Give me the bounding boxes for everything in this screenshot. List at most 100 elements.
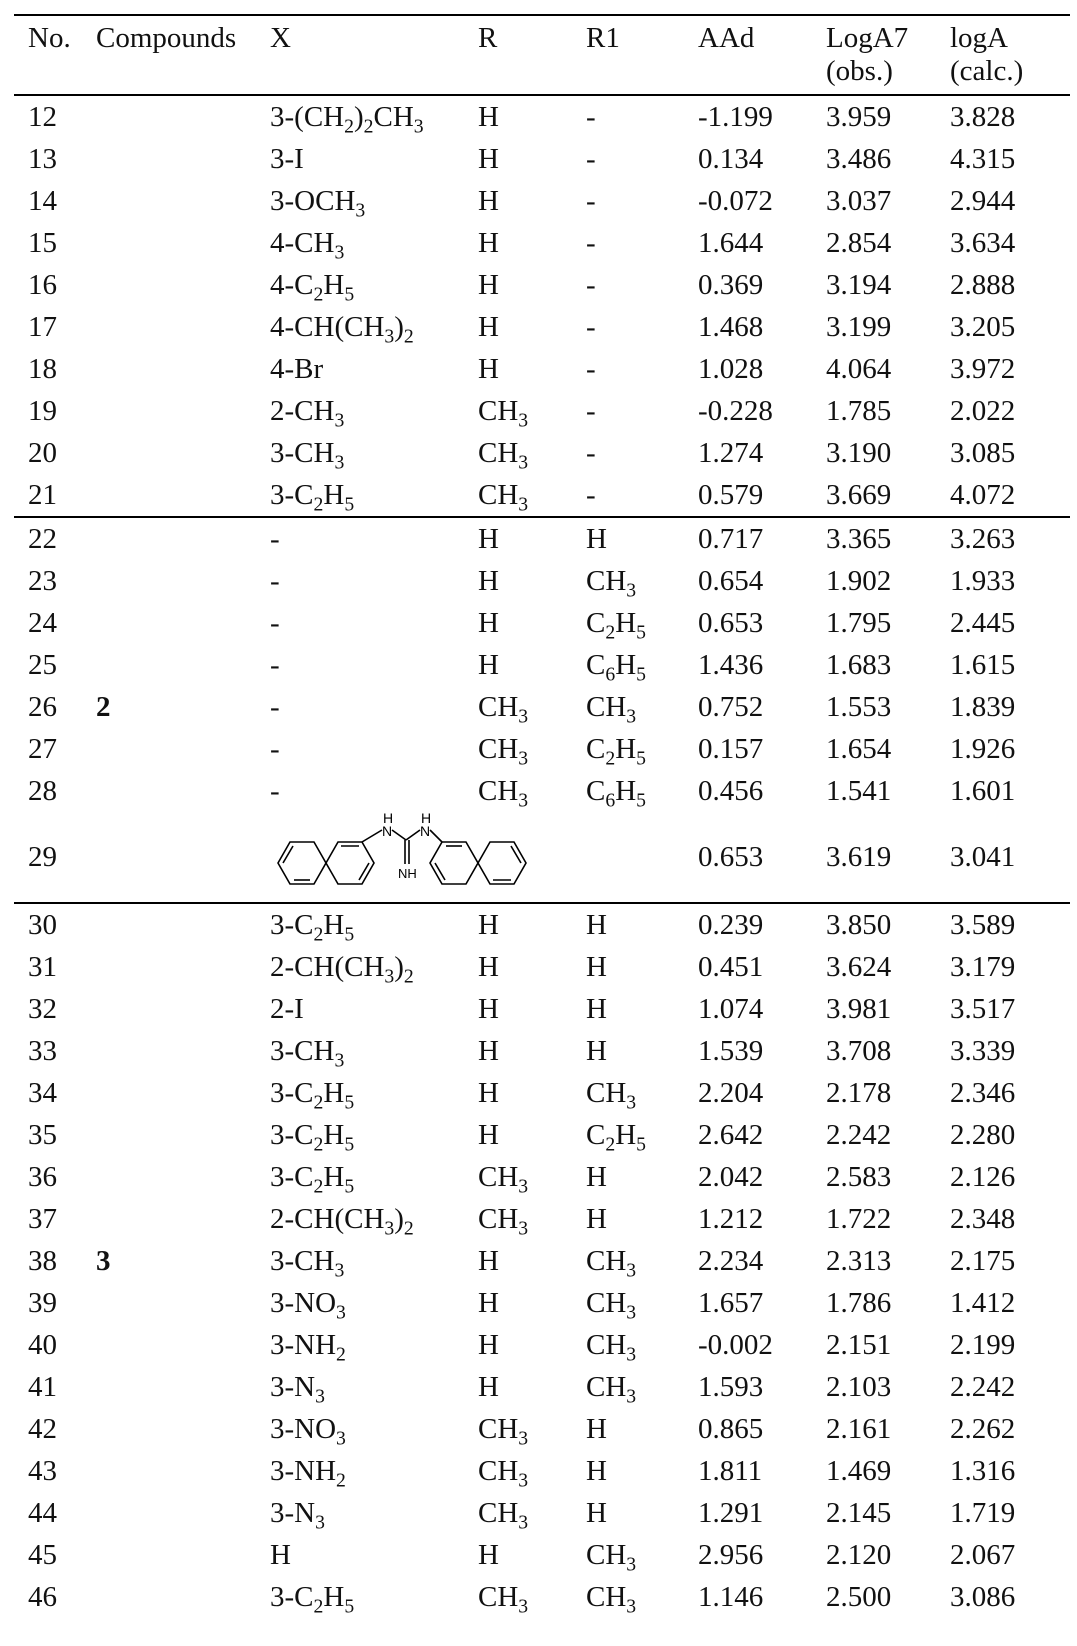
x-subscript: 3 — [315, 1384, 325, 1407]
log-calc-value: 3.179 — [950, 950, 1016, 983]
struct-h-right: H — [421, 812, 431, 826]
cell-x: 3-(CH2)2CH3 — [270, 95, 478, 138]
cell-log-obs: 1.902 — [826, 560, 950, 602]
cell-aad: -0.072 — [698, 180, 826, 222]
log-obs-value: 3.850 — [826, 908, 892, 941]
header-log-obs-l2: (obs.) — [826, 55, 893, 87]
aad-value: 0.239 — [698, 908, 764, 941]
x-text-mid: H — [323, 1076, 345, 1109]
cell-aad: 0.654 — [698, 560, 826, 602]
r1-subscript: 2 — [605, 620, 616, 643]
cell-compounds — [96, 560, 270, 602]
log-calc-value: 3.085 — [950, 436, 1016, 469]
cell-r: CH3 — [478, 1156, 586, 1198]
x-text: - — [270, 648, 280, 681]
table-row: 45 H H CH3 2.956 2.120 2.067 — [14, 1534, 1070, 1576]
x-subscript-2: 5 — [344, 1594, 355, 1617]
cell-log-calc: 2.280 — [950, 1114, 1070, 1156]
log-obs-value: 1.553 — [826, 690, 892, 723]
x-text-mid: H — [323, 1580, 345, 1613]
cell-aad: 0.239 — [698, 902, 826, 946]
cell-log-obs: 3.959 — [826, 95, 950, 138]
cell-no: 25 — [14, 644, 96, 686]
cell-r1: C2H5 — [586, 1114, 698, 1156]
cell-log-calc: 2.346 — [950, 1072, 1070, 1114]
cell-compounds — [96, 602, 270, 644]
cell-log-calc: 1.601 — [950, 770, 1070, 812]
cell-r1: - — [586, 138, 698, 180]
r-text: H — [478, 268, 499, 301]
row-number: 18 — [28, 352, 57, 385]
x-text: 3-CH — [270, 436, 335, 469]
row-number: 46 — [28, 1580, 57, 1613]
r-subscript: 3 — [518, 1174, 529, 1197]
cell-log-calc: 4.315 — [950, 138, 1070, 180]
x-subscript: 3 — [384, 324, 395, 347]
cell-r: H — [478, 644, 586, 686]
cell-r1: - — [586, 348, 698, 390]
cell-compounds — [96, 180, 270, 222]
cell-r: CH3 — [478, 1450, 586, 1492]
aad-value: -0.002 — [698, 1328, 773, 1361]
x-subscript: 3 — [334, 1258, 345, 1281]
r1-subscript-2: 5 — [636, 662, 647, 685]
aad-value: 1.274 — [698, 436, 764, 469]
cell-compounds — [96, 902, 270, 946]
cell-log-calc: 2.348 — [950, 1198, 1070, 1240]
r-text: H — [478, 1034, 499, 1067]
cell-log-calc: 3.205 — [950, 306, 1070, 348]
cell-r1: - — [586, 306, 698, 348]
x-text-mid: H — [323, 478, 345, 511]
cell-r: H — [478, 946, 586, 988]
x-text: 3-C — [270, 1160, 314, 1193]
cell-r1: CH3 — [586, 1072, 698, 1114]
log-calc-value: 1.719 — [950, 1496, 1016, 1529]
cell-r: H — [478, 1114, 586, 1156]
r-subscript: 3 — [518, 746, 529, 769]
cell-log-calc: 2.242 — [950, 1366, 1070, 1408]
log-calc-value: 1.615 — [950, 648, 1016, 681]
r-text: CH — [478, 1496, 519, 1529]
cell-log-obs: 2.178 — [826, 1072, 950, 1114]
cell-no: 34 — [14, 1072, 96, 1114]
x-text: - — [270, 690, 280, 723]
log-obs-value: 1.722 — [826, 1202, 892, 1235]
cell-no: 28 — [14, 770, 96, 812]
cell-no: 21 — [14, 474, 96, 517]
cell-x: 3-NO3 — [270, 1408, 478, 1450]
cell-log-obs: 1.786 — [826, 1282, 950, 1324]
aad-value: -1.199 — [698, 100, 773, 133]
cell-r1: - — [586, 222, 698, 264]
header-log-calc: logA (calc.) — [950, 15, 1070, 96]
log-calc-value: 2.175 — [950, 1244, 1016, 1277]
x-subscript-2: 5 — [344, 282, 355, 305]
row-number: 36 — [28, 1160, 57, 1193]
header-no: No. — [14, 15, 96, 96]
cell-aad: 2.204 — [698, 1072, 826, 1114]
log-calc-value: 1.316 — [950, 1454, 1016, 1487]
table-row: 30 3-C2H5 H H 0.239 3.850 3.589 — [14, 902, 1070, 946]
cell-r1: CH3 — [586, 560, 698, 602]
cell-log-calc: 3.972 — [950, 348, 1070, 390]
row-number: 33 — [28, 1034, 57, 1067]
log-calc-value: 2.022 — [950, 394, 1016, 427]
x-text: 4-C — [270, 268, 314, 301]
r1-text: - — [586, 310, 596, 343]
row-number: 44 — [28, 1496, 57, 1529]
x-text-post: CH — [373, 100, 414, 133]
r1-subscript: 3 — [626, 1594, 637, 1617]
cell-x: 3-C2H5 — [270, 1114, 478, 1156]
r1-text: CH — [586, 1244, 627, 1277]
cell-r1: H — [586, 1408, 698, 1450]
log-obs-value: 2.583 — [826, 1160, 892, 1193]
cell-log-calc: 3.339 — [950, 1030, 1070, 1072]
x-text: - — [270, 732, 280, 765]
row-number: 37 — [28, 1202, 57, 1235]
x-text: 2-CH — [270, 394, 335, 427]
cell-compounds — [96, 348, 270, 390]
log-calc-value: 1.412 — [950, 1286, 1016, 1319]
r1-text-mid: H — [615, 648, 637, 681]
log-calc-value: 2.888 — [950, 268, 1016, 301]
r1-text-mid: H — [615, 774, 637, 807]
